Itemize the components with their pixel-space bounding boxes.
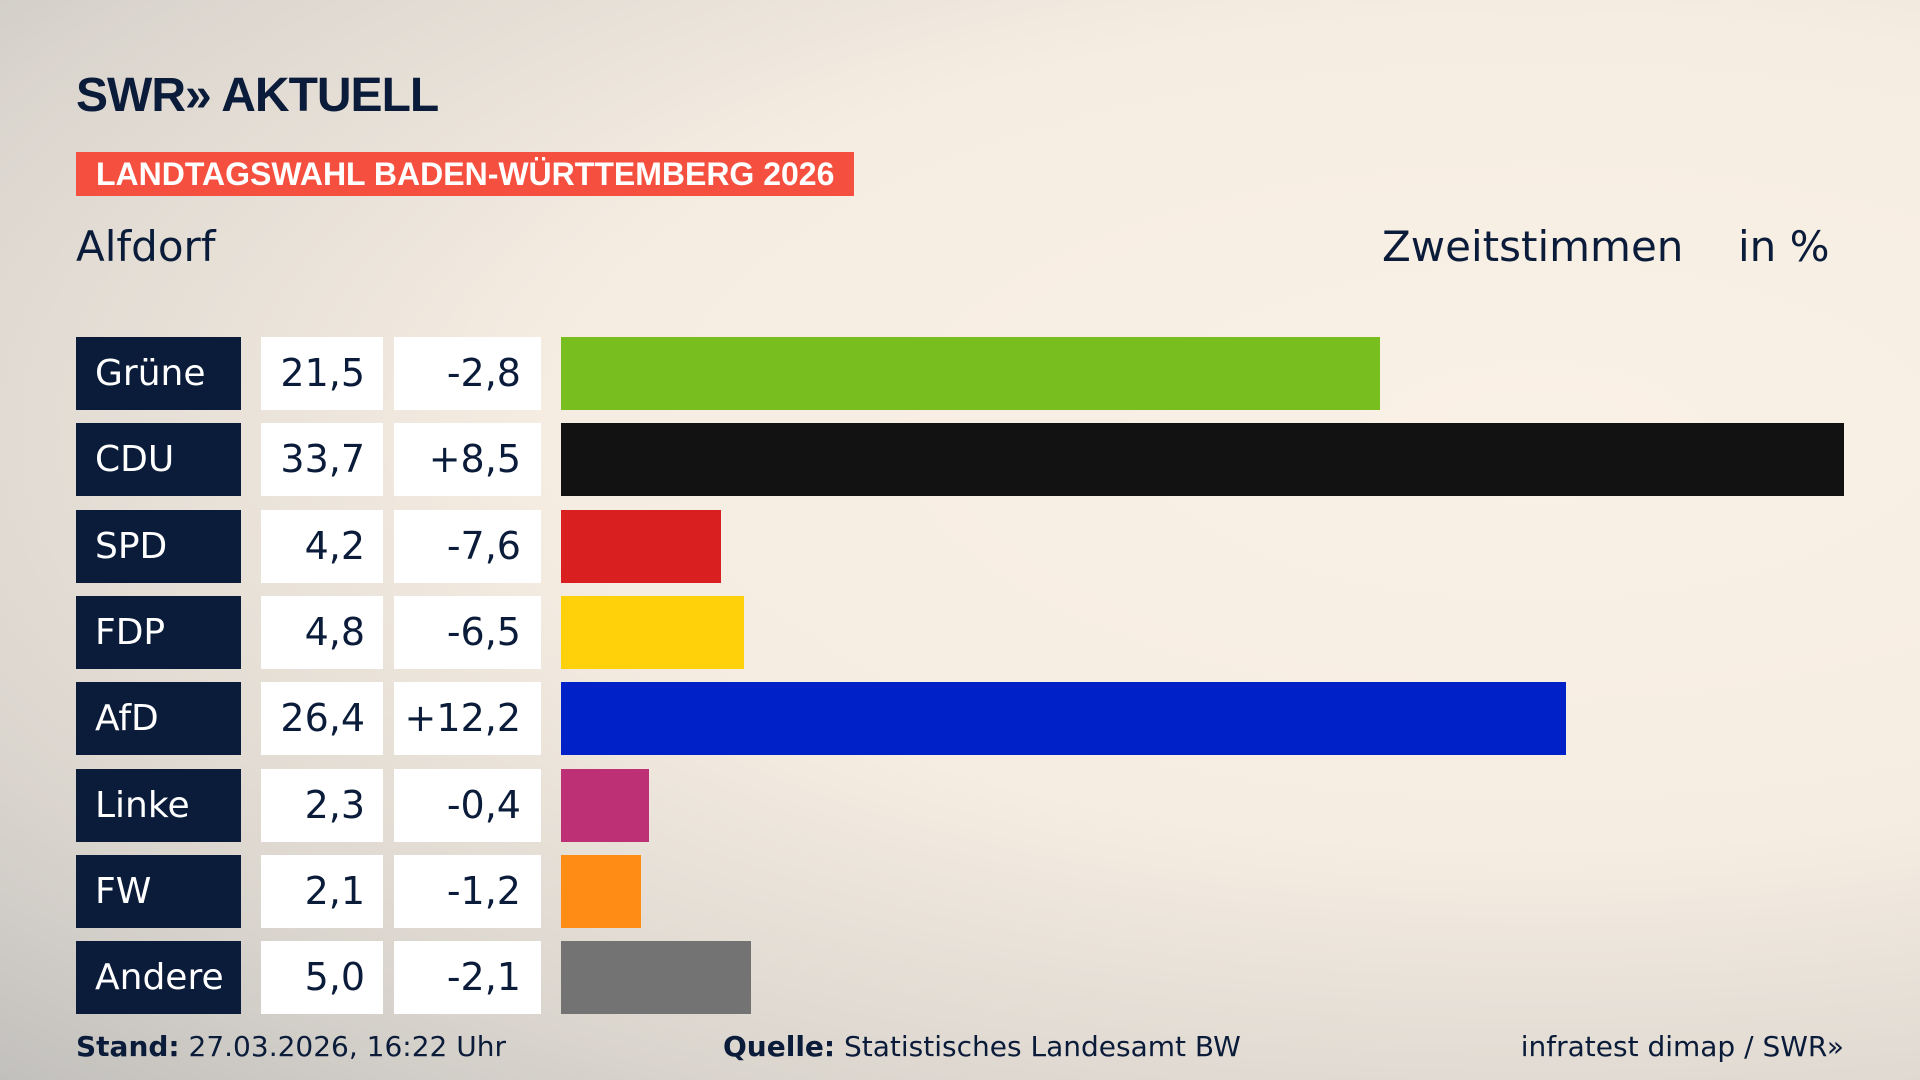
- stand-value: 27.03.2026, 16:22 Uhr: [188, 1030, 506, 1063]
- vote-change: +8,5: [394, 423, 541, 497]
- party-row: FW 2,1 -1,2: [76, 854, 1876, 928]
- swr-aktuell-logo: SWR» AKTUELL: [76, 69, 439, 122]
- party-row: Grüne 21,5 -2,8: [76, 337, 1876, 410]
- vote-change: -0,4: [394, 768, 541, 842]
- party-name: Grüne: [76, 337, 241, 410]
- party-name: CDU: [76, 423, 241, 497]
- bar: [561, 682, 1567, 756]
- party-row: FDP 4,8 -6,5: [76, 595, 1876, 669]
- bar: [561, 941, 752, 1015]
- party-name: Andere: [76, 941, 241, 1015]
- vote-share: 2,1: [261, 854, 383, 928]
- bar: [561, 595, 744, 669]
- party-row: SPD 4,2 -7,6: [76, 509, 1876, 583]
- vote-share: 26,4: [261, 682, 383, 756]
- party-row: CDU 33,7 +8,5: [76, 423, 1876, 497]
- vote-share: 33,7: [261, 423, 383, 497]
- credit: infratest dimap / SWR»: [1520, 1030, 1844, 1063]
- party-row: Andere 5,0 -2,1: [76, 941, 1876, 1015]
- party-row: Linke 2,3 -0,4: [76, 768, 1876, 842]
- bar: [561, 423, 1844, 497]
- source: Quelle: Statistisches Landesamt BW: [723, 1030, 1241, 1063]
- place-title: Alfdorf: [76, 222, 216, 271]
- vote-change: -1,2: [394, 854, 541, 928]
- vote-change: +12,2: [394, 682, 541, 756]
- vote-share: 4,2: [261, 509, 383, 583]
- vote-change: -2,8: [394, 337, 541, 410]
- party-name: FDP: [76, 595, 241, 669]
- source-value: Statistisches Landesamt BW: [844, 1030, 1241, 1063]
- stand-label: Stand:: [76, 1030, 180, 1063]
- party-name: AfD: [76, 682, 241, 756]
- party-name: SPD: [76, 509, 241, 583]
- metric-label: Zweitstimmen: [1382, 222, 1684, 271]
- source-label: Quelle:: [723, 1030, 836, 1063]
- election-banner: LANDTAGSWAHL BADEN-WÜRTTEMBERG 2026: [76, 152, 855, 196]
- vote-change: -2,1: [394, 941, 541, 1015]
- vote-share: 21,5: [261, 337, 383, 410]
- vote-share: 5,0: [261, 941, 383, 1015]
- party-name: FW: [76, 854, 241, 928]
- vote-change: -7,6: [394, 509, 541, 583]
- party-name: Linke: [76, 768, 241, 842]
- vote-change: -6,5: [394, 595, 541, 669]
- bar: [561, 509, 721, 583]
- bar: [561, 854, 641, 928]
- party-row: AfD 26,4 +12,2: [76, 682, 1876, 756]
- timestamp: Stand: 27.03.2026, 16:22 Uhr: [76, 1030, 506, 1063]
- bar: [561, 337, 1380, 410]
- unit-label: in %: [1738, 222, 1830, 271]
- bar: [561, 768, 649, 842]
- vote-share: 4,8: [261, 595, 383, 669]
- vote-share: 2,3: [261, 768, 383, 842]
